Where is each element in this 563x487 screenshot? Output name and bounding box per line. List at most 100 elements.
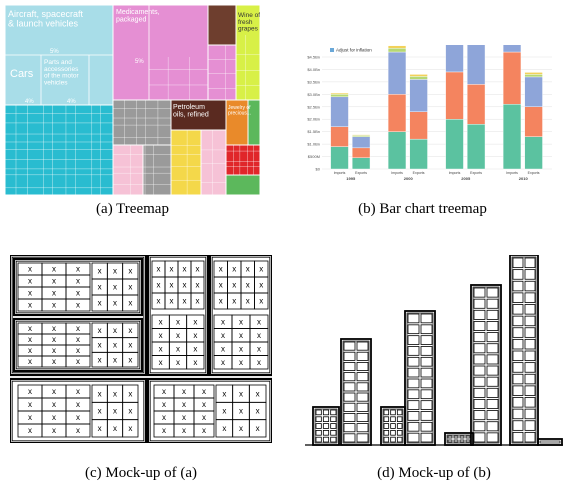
mockup-tower-cell [420, 367, 433, 378]
mockup-cell-mark: x [128, 326, 132, 335]
year-label: 2000 [404, 176, 414, 181]
mockup-tower-cell [512, 397, 524, 408]
bar-segment [524, 74, 543, 78]
mockup-tower-cell [356, 372, 369, 382]
mockup-tower-cell [407, 324, 420, 335]
mockup-tower-cell [383, 423, 390, 429]
mockup-tower-cell [512, 420, 524, 431]
mockup-tower-cell [322, 409, 330, 416]
mockup-box-inner [15, 260, 141, 314]
bar-segment [330, 146, 349, 170]
mockup-cell [186, 355, 205, 370]
mockup-tower-cell [315, 429, 322, 436]
mockup-tower-cell [473, 376, 486, 387]
mockup-tower-cell [473, 354, 486, 365]
mockup-cell-mark: x [221, 317, 225, 326]
mockup-tower-cell [459, 439, 465, 443]
mockup-cell [249, 355, 269, 370]
legend-swatch [330, 48, 334, 52]
mockup-tower-cell [524, 408, 536, 420]
bar-segment [466, 123, 486, 170]
bar-segment [502, 51, 522, 105]
label-jewelry: Jewelry of precious... [228, 105, 251, 116]
mockup-tower-cell [473, 287, 486, 298]
mockup-cell-mark: x [52, 324, 56, 333]
label-medicaments: Medicaments, packaged [116, 9, 160, 23]
label-pct-med: 5% [135, 59, 144, 65]
treemap-panel: Aircraft, spacecraft & launch vehicles Med… [4, 4, 261, 196]
tile-cyan-group [5, 105, 113, 195]
mockup-box [146, 253, 210, 377]
mockup-cell [190, 292, 205, 310]
mockup-cell-mark: x [98, 407, 102, 416]
mockup-tower-cell [512, 431, 524, 443]
mockup-tower-cell [420, 400, 433, 410]
mockup-cell-mark: x [170, 297, 174, 306]
mockup-tower-cell [390, 436, 396, 443]
bar-chart-figure: $4.5Bn $4.0Bn $3.5Bn $3.0Bn $2.5Bn $2.0Bn $1.5… [307, 0, 552, 181]
mockup-tower-cell [473, 298, 486, 309]
mockup-cell-mark: x [76, 289, 80, 298]
mockup-tower-cell [512, 304, 524, 315]
mockup-tower-cell [343, 341, 356, 351]
x-tick-label: Exports [355, 171, 367, 175]
mockup-cell-mark: x [28, 265, 32, 274]
mockup-tower-cell [420, 313, 433, 324]
mockup-tower-cell [420, 324, 433, 335]
mockup-tower-cell [486, 298, 499, 309]
bar-segment [351, 134, 371, 136]
mockup-tower-cell [420, 356, 433, 367]
mockup-cell-mark: x [98, 355, 102, 364]
mockup-tower-cell [383, 429, 390, 436]
bar-segment [387, 51, 407, 95]
mockup-box-inner [149, 380, 271, 442]
mockup-cell-mark: x [182, 413, 186, 422]
mockup-tower-inner [314, 408, 338, 444]
mockup-tower-cell [420, 421, 433, 432]
mockup-cell-mark: x [183, 265, 187, 274]
mockup-tower-cell [512, 292, 524, 303]
mockup-cell-mark: x [28, 400, 32, 409]
mockup-tower-cell [524, 292, 536, 303]
tile-pink-small [208, 45, 236, 100]
bar-segment [351, 157, 371, 170]
mockup-cell-mark: x [157, 281, 161, 290]
mockup-tower-cell [524, 420, 536, 431]
mockup-tower-cell [420, 411, 433, 421]
mockup-tower-cell [453, 435, 459, 439]
mockup-cell-mark: x [196, 265, 200, 274]
mockup-cell-mark: x [256, 389, 260, 398]
mockup-tower-cell [465, 439, 471, 443]
mockup-tower-cell [322, 429, 330, 436]
mockup-tower-cell [343, 433, 356, 443]
mockup-tower [537, 438, 563, 446]
mockup-tower-cell [343, 362, 356, 372]
mockup-cell-mark: x [28, 426, 32, 435]
mockup-cell-mark: x [170, 265, 174, 274]
mockup-tower-cell [512, 373, 524, 385]
mockup-tower [470, 284, 502, 446]
mockup-tower-cell [465, 435, 471, 439]
mockup-cell-mark: x [162, 387, 166, 396]
mockup-cell-mark: x [113, 389, 117, 398]
mockup-cell-mark: x [246, 265, 250, 274]
mockup-cell-mark: x [182, 387, 186, 396]
bar-mockup-figure [305, 254, 563, 446]
label-aircraft: Aircraft, spacecraft & launch vehicles [8, 9, 84, 28]
mockup-cell-mark: x [257, 317, 261, 326]
mockup-cell-mark: x [128, 389, 132, 398]
mockup-cell-mark: x [202, 387, 206, 396]
mockup-cell-mark: x [219, 265, 223, 274]
caption-d: (d) Mock-up of (b) [377, 465, 491, 481]
mockup-tower-cell [420, 378, 433, 389]
mockup-cell-mark: x [176, 358, 180, 367]
mockup-tower-cell [407, 432, 420, 443]
bar-segment [445, 14, 464, 73]
mockup-tower-cell [315, 416, 322, 423]
mockup-cell-mark: x [170, 281, 174, 290]
y-tick-label: $2.5Bn [307, 104, 320, 109]
mockup-tower-cell [383, 409, 390, 416]
bar-segment [445, 119, 464, 170]
bar-segment [409, 74, 428, 77]
mockup-tower-cell [512, 350, 524, 362]
